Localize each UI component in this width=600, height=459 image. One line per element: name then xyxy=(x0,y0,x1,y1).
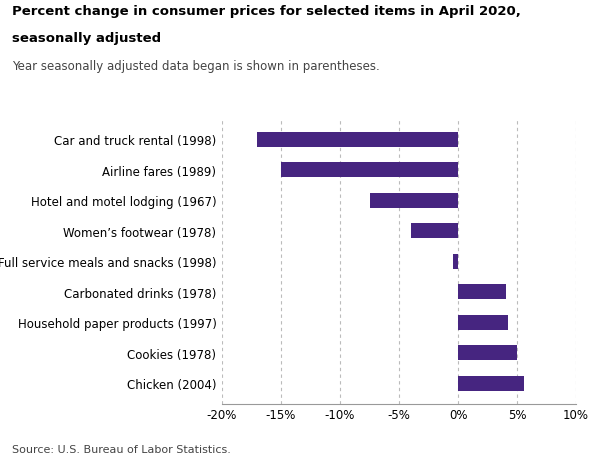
Bar xyxy=(458,345,517,361)
Bar xyxy=(281,162,458,178)
Bar xyxy=(411,224,458,239)
Text: Source: U.S. Bureau of Labor Statistics.: Source: U.S. Bureau of Labor Statistics. xyxy=(12,444,231,454)
Bar xyxy=(458,285,506,300)
Bar xyxy=(453,254,458,269)
Text: seasonally adjusted: seasonally adjusted xyxy=(12,32,161,45)
Bar xyxy=(370,193,458,208)
Text: Year seasonally adjusted data began is shown in parentheses.: Year seasonally adjusted data began is s… xyxy=(12,60,380,73)
Bar xyxy=(458,315,508,330)
Bar xyxy=(257,132,458,147)
Bar xyxy=(458,376,524,391)
Text: Percent change in consumer prices for selected items in April 2020,: Percent change in consumer prices for se… xyxy=(12,5,521,17)
